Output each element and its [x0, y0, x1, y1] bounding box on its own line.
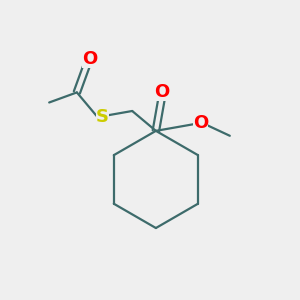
Text: O: O	[154, 83, 169, 101]
Text: O: O	[193, 114, 208, 132]
Text: O: O	[82, 50, 97, 68]
Text: S: S	[96, 108, 109, 126]
